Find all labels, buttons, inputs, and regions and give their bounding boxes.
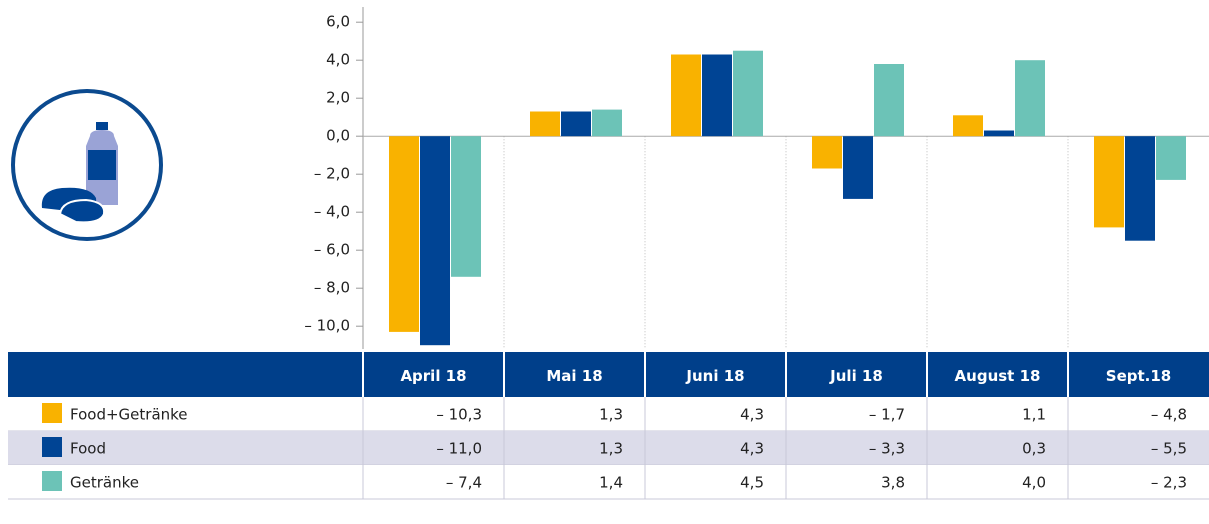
cell-value: – 1,7 (869, 406, 905, 424)
cell-value: 1,3 (599, 406, 623, 424)
cell-value: – 4,8 (1151, 406, 1187, 424)
column-header: April 18 (400, 367, 466, 385)
cell-value: 3,8 (881, 474, 905, 492)
bar (561, 111, 591, 137)
legend-swatch (42, 403, 62, 423)
table-row (8, 431, 1209, 465)
cell-value: 1,1 (1022, 406, 1046, 424)
bar (843, 136, 873, 199)
column-header: August 18 (955, 367, 1041, 385)
cell-value: – 11,0 (436, 440, 482, 458)
cell-value: – 7,4 (446, 474, 482, 492)
icon (11, 89, 163, 241)
cell-value: 1,3 (599, 440, 623, 458)
cell-value: 4,0 (1022, 474, 1046, 492)
cell-value: 4,3 (740, 440, 764, 458)
cell-value: – 3,3 (869, 440, 905, 458)
legend-swatch (42, 471, 62, 491)
y-tick-label: 4,0 (326, 51, 350, 69)
legend-label: Food+Getränke (70, 406, 188, 424)
column-header: Juli 18 (829, 367, 883, 385)
bar (389, 136, 419, 332)
table-row (8, 465, 1209, 499)
bar (812, 136, 842, 169)
table-header (8, 352, 1209, 397)
bar (1125, 136, 1155, 241)
bar (733, 50, 763, 137)
cell-value: 4,3 (740, 406, 764, 424)
y-tick-label: 6,0 (326, 13, 350, 31)
bar (1015, 60, 1045, 137)
bar (420, 136, 450, 346)
legend-label: Getränke (70, 474, 139, 492)
legend-swatch (42, 437, 62, 457)
bar (984, 130, 1014, 137)
y-tick-label: 2,0 (326, 89, 350, 107)
y-tick-label: – 2,0 (314, 165, 350, 183)
cell-value: 0,3 (1022, 440, 1046, 458)
y-tick-label: – 8,0 (314, 279, 350, 297)
cell-value: – 2,3 (1151, 474, 1187, 492)
bar (1094, 136, 1124, 228)
column-header: Juni 18 (685, 367, 744, 385)
bar (530, 111, 560, 137)
legend-label: Food (70, 440, 106, 458)
bar (953, 115, 983, 137)
bar (671, 54, 701, 137)
table-row (8, 397, 1209, 431)
bar (592, 109, 622, 137)
y-tick-label: – 10,0 (304, 317, 350, 335)
cell-value: – 5,5 (1151, 440, 1187, 458)
cell-value: – 10,3 (436, 406, 482, 424)
bar (702, 54, 732, 137)
column-header: Sept.18 (1106, 367, 1171, 385)
column-header: Mai 18 (546, 367, 602, 385)
cell-value: 4,5 (740, 474, 764, 492)
y-tick-label: – 6,0 (314, 241, 350, 259)
cell-value: 1,4 (599, 474, 623, 492)
bar (874, 64, 904, 137)
y-tick-label: – 4,0 (314, 203, 350, 221)
bar (1156, 136, 1186, 180)
y-tick-label: 0,0 (326, 127, 350, 145)
bar (451, 136, 481, 277)
